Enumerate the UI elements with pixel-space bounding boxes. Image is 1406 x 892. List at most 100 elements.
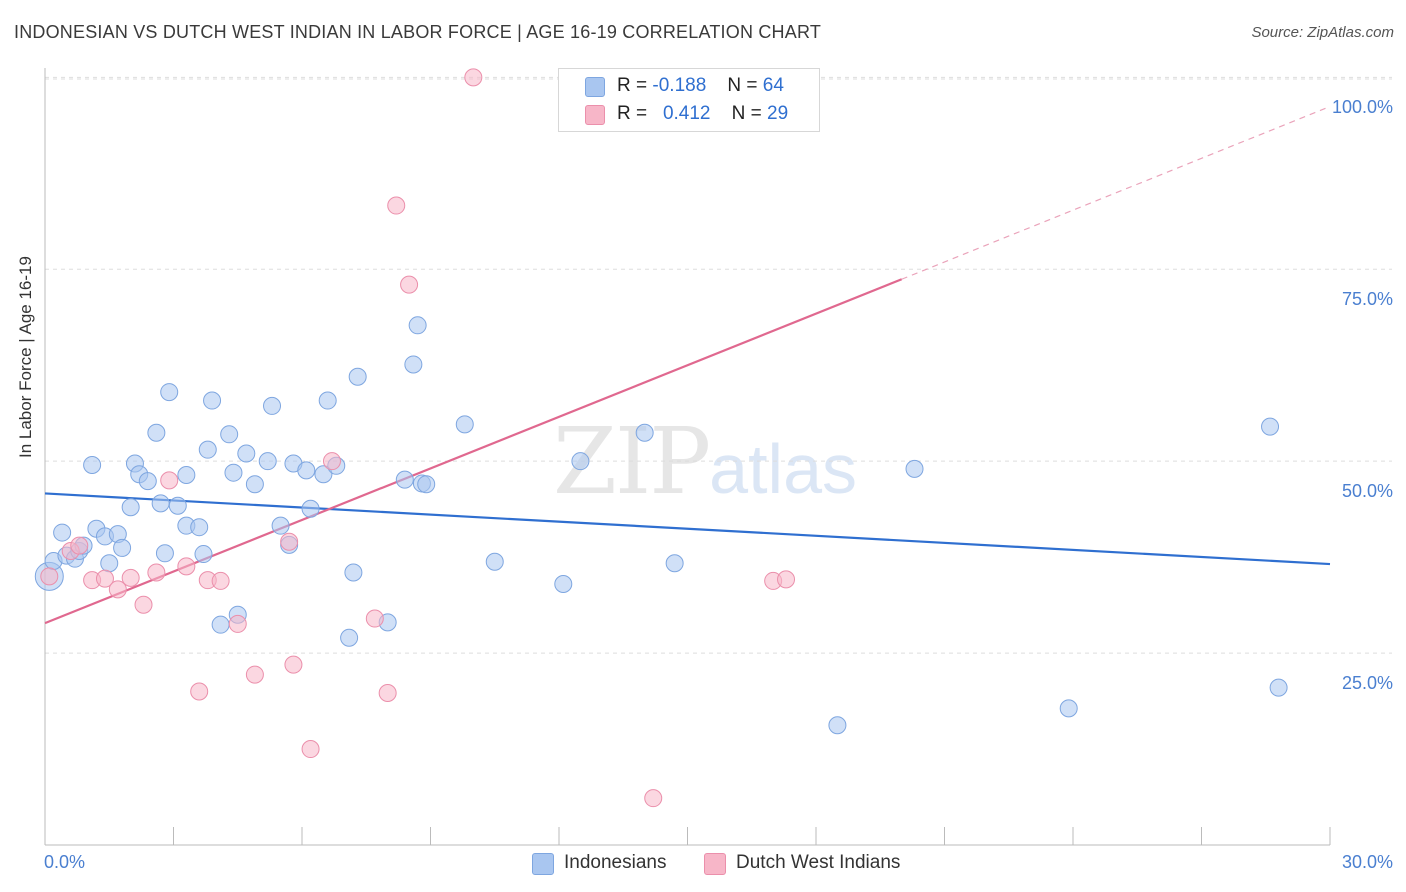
indonesian-point xyxy=(1059,699,1078,718)
indonesian-point xyxy=(151,494,170,513)
dutch-west-indians-trend-extension xyxy=(901,105,1331,280)
source-label: Source: ZipAtlas.com xyxy=(1251,24,1394,41)
indonesian-point xyxy=(455,415,474,434)
indonesian-point xyxy=(271,516,290,535)
indonesian-point xyxy=(177,465,196,484)
bottom-legend-label: Indonesians xyxy=(564,852,667,873)
dutch-west-indian-point xyxy=(400,275,419,294)
legend-n-value: 64 xyxy=(762,75,784,96)
indonesian-point xyxy=(314,465,333,484)
legend-text-dutch-west-indians: R = 0.412 N = 29 xyxy=(617,103,788,125)
dutch-west-indian-point xyxy=(365,609,384,628)
chart-title: INDONESIAN VS DUTCH WEST INDIAN IN LABOR… xyxy=(14,22,822,42)
indonesian-point xyxy=(100,554,119,573)
dutch-west-indian-point xyxy=(211,571,230,590)
dutch-west-indian-point xyxy=(777,570,796,589)
data-points xyxy=(34,68,1288,808)
indonesian-point xyxy=(190,518,209,537)
indonesian-point xyxy=(155,544,174,563)
y-tick-label: 100.0% xyxy=(1331,97,1393,118)
legend-r-value: -0.188 xyxy=(652,75,707,96)
indonesian-point xyxy=(220,425,239,444)
legend-n-label: N = xyxy=(727,75,758,96)
indonesian-point xyxy=(404,355,423,374)
dutch-west-indian-point xyxy=(228,614,247,633)
dutch-west-indian-point xyxy=(70,536,89,555)
indonesian-point xyxy=(1261,417,1280,436)
indonesian-point xyxy=(301,499,320,518)
dutch-west-indian-point xyxy=(245,665,264,684)
legend-n-label: N = xyxy=(731,103,762,124)
indonesian-point xyxy=(297,461,316,480)
indonesian-point xyxy=(237,444,256,463)
indonesian-point xyxy=(905,459,924,478)
dutch-west-indians-trend-line xyxy=(44,278,903,625)
trend-lines xyxy=(44,105,1331,625)
indonesian-point xyxy=(348,367,367,386)
indonesian-point xyxy=(83,456,102,475)
indonesians-trend-line xyxy=(44,492,1331,566)
indonesian-point xyxy=(138,472,157,491)
indonesian-point xyxy=(245,475,264,494)
dutch-west-indian-point xyxy=(378,684,397,703)
indonesian-point xyxy=(635,423,654,442)
indonesian-point xyxy=(211,615,230,634)
legend-text-indonesians: R = -0.188 N = 64 xyxy=(617,75,784,97)
bottom-legend-swatch-blue xyxy=(532,853,554,875)
y-tick-label: 75.0% xyxy=(1341,289,1393,310)
axes xyxy=(44,68,1331,846)
indonesian-point xyxy=(344,563,363,582)
indonesian-point xyxy=(121,498,140,517)
indonesian-point xyxy=(1269,678,1288,697)
indonesian-point xyxy=(408,316,427,335)
dutch-west-indian-point xyxy=(644,789,663,808)
indonesian-point xyxy=(53,523,72,542)
dutch-west-indian-point xyxy=(147,563,166,582)
legend-r-label: R = xyxy=(617,103,648,124)
legend-r-value: 0.412 xyxy=(662,103,711,124)
dutch-west-indian-point xyxy=(108,580,127,599)
watermark-atlas: atlas xyxy=(709,430,858,508)
dutch-west-indian-point xyxy=(134,595,153,614)
indonesian-point xyxy=(395,470,414,489)
indonesian-point xyxy=(258,452,277,471)
indonesian-point xyxy=(828,716,847,735)
dutch-west-indian-point xyxy=(301,740,320,759)
y-tick-label: 25.0% xyxy=(1341,673,1393,694)
stats-legend: R = -0.188 N = 64 R = 0.412 N = 29 xyxy=(558,68,820,132)
bottom-legend-swatch-pink xyxy=(704,853,726,875)
indonesian-point xyxy=(318,391,337,410)
indonesian-point xyxy=(194,545,213,564)
dutch-west-indian-point xyxy=(280,532,299,551)
y-tick-label: 50.0% xyxy=(1341,481,1393,502)
indonesian-point xyxy=(665,554,684,573)
dutch-west-indian-point xyxy=(177,557,196,576)
indonesian-point xyxy=(485,552,504,571)
dutch-west-indian-point xyxy=(322,452,341,471)
y-axis-label: In Labor Force | Age 16-19 xyxy=(16,256,35,458)
x-tick-label: 30.0% xyxy=(1341,852,1393,872)
dutch-west-indian-point xyxy=(387,196,406,215)
legend-swatch-pink xyxy=(585,105,605,125)
indonesian-point xyxy=(168,496,187,515)
indonesian-point xyxy=(198,440,217,459)
dutch-west-indian-point xyxy=(95,569,114,588)
indonesian-point xyxy=(417,475,436,494)
dutch-west-indian-point xyxy=(190,682,209,701)
legend-r-label: R = xyxy=(617,75,648,96)
dutch-west-indian-point xyxy=(284,655,303,674)
grid-lines xyxy=(45,76,1392,654)
x-tick-label: 0.0% xyxy=(44,852,86,872)
dutch-west-indian-point xyxy=(464,68,483,87)
dutch-west-indian-point xyxy=(121,568,140,587)
legend-swatch-blue xyxy=(585,77,605,97)
indonesian-point xyxy=(263,396,282,415)
indonesian-point xyxy=(571,452,590,471)
indonesian-point xyxy=(113,538,132,557)
indonesian-point xyxy=(554,575,573,593)
indonesian-point xyxy=(224,463,243,482)
indonesian-point xyxy=(203,391,222,410)
legend-n-value: 29 xyxy=(767,103,789,124)
dutch-west-indian-point xyxy=(40,567,59,586)
bottom-legend-label: Dutch West Indians xyxy=(736,852,901,873)
